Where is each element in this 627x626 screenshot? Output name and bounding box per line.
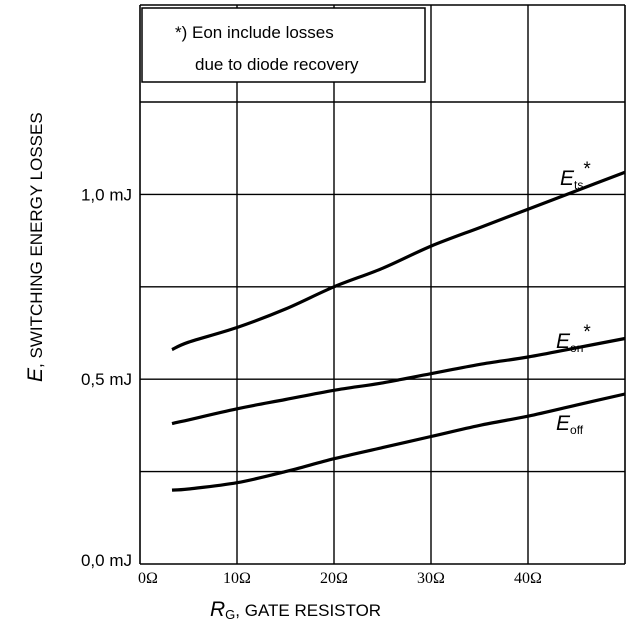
x-axis-text: , GATE RESISTOR bbox=[235, 601, 381, 620]
x-axis-subscript: G bbox=[225, 607, 235, 622]
y-axis-symbol: E bbox=[24, 367, 47, 382]
x-tick-label: 10Ω bbox=[223, 570, 251, 587]
grid bbox=[140, 5, 625, 564]
note-box: *) Eon include losses due to diode recov… bbox=[141, 7, 426, 83]
svg-text:E, SWITCHING ENERGY LOSSES: E, SWITCHING ENERGY LOSSES bbox=[24, 112, 47, 382]
x-tick-label: 40Ω bbox=[514, 570, 542, 587]
y-tick-labels: 0,0 mJ 0,5 mJ 1,0 mJ bbox=[81, 185, 132, 570]
svg-text:RG, GATE RESISTOR: RG, GATE RESISTOR bbox=[210, 598, 381, 622]
x-axis-symbol: R bbox=[210, 598, 225, 621]
series-label-ts: Ets* bbox=[560, 159, 591, 192]
series-line-off bbox=[171, 392, 626, 492]
y-tick-label: 0,5 mJ bbox=[81, 370, 132, 389]
series-label-on: Eon* bbox=[556, 322, 591, 355]
series-labels: Ets* Eon* Eoff bbox=[556, 159, 591, 437]
note-line-1: *) Eon include losses bbox=[175, 23, 334, 42]
x-axis-label: RG, GATE RESISTOR bbox=[210, 598, 381, 622]
y-axis-text: , SWITCHING ENERGY LOSSES bbox=[27, 112, 46, 368]
series-line-ts bbox=[171, 170, 626, 352]
axes bbox=[139, 4, 626, 565]
x-tick-label: 30Ω bbox=[417, 570, 445, 587]
x-tick-labels: 0Ω 10Ω 20Ω 30Ω 40Ω bbox=[138, 570, 542, 587]
y-tick-label: 0,0 mJ bbox=[81, 551, 132, 570]
y-tick-label: 1,0 mJ bbox=[81, 185, 132, 204]
note-line-2: due to diode recovery bbox=[195, 55, 359, 74]
series-label-off: Eoff bbox=[556, 412, 584, 437]
series-line-on bbox=[171, 336, 626, 426]
y-axis-label: E, SWITCHING ENERGY LOSSES bbox=[24, 112, 47, 382]
x-tick-label: 20Ω bbox=[320, 570, 348, 587]
series-lines bbox=[171, 170, 626, 492]
x-tick-label: 0Ω bbox=[138, 570, 158, 587]
